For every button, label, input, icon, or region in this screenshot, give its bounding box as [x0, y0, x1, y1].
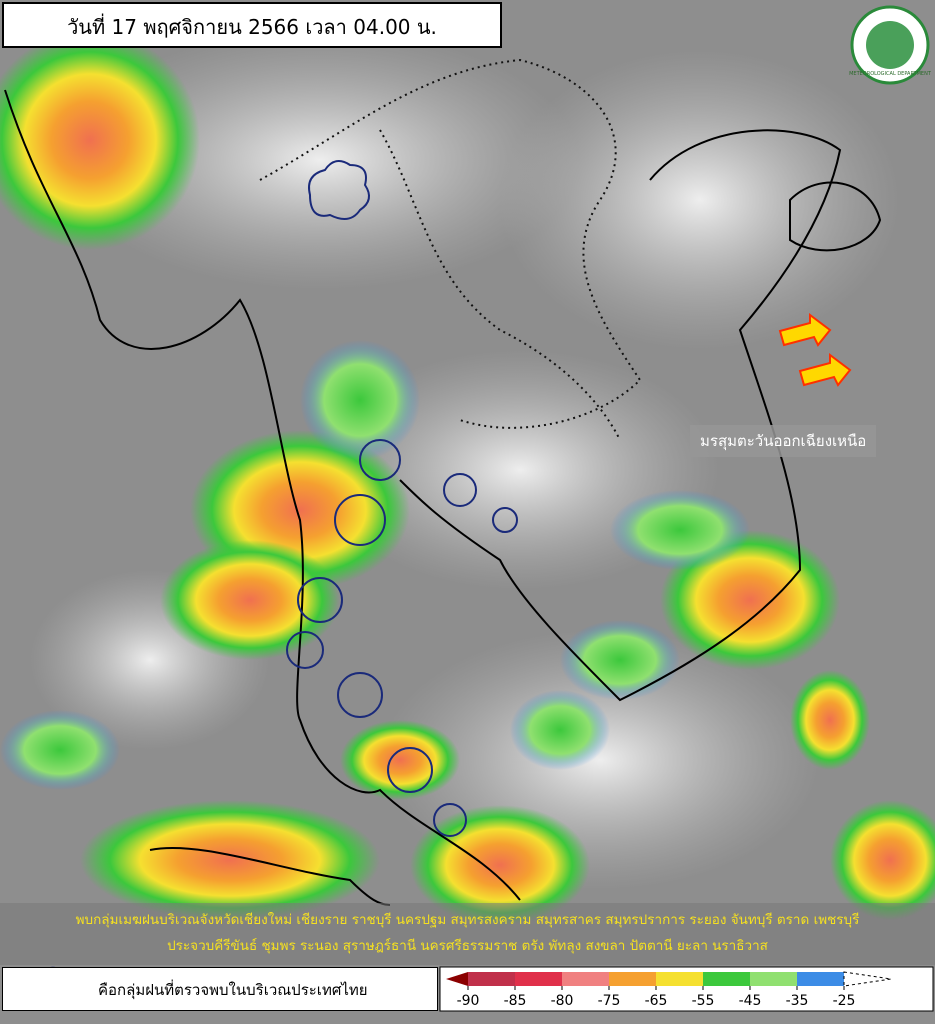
footer-line: พบกลุ่มเมฆฝนบริเวณจังหวัดเชียงใหม่ เชียง…	[75, 912, 860, 928]
colorbar-tick-label: -35	[786, 993, 809, 1009]
monsoon-label: มรสุมตะวันออกเฉียงเหนือ	[690, 425, 877, 457]
logo-text: METEOROLOGICAL DEPARTMENT	[849, 71, 932, 77]
colorbar-tick-label: -85	[504, 993, 527, 1009]
colorbar-tick-label: -90	[457, 993, 480, 1009]
legend: คือกลุ่มฝนที่ตรวจพบในบริเวณประเทศไทย	[2, 967, 438, 1011]
colorbar-cap	[843, 971, 892, 987]
colorbar-tick-label: -80	[551, 993, 574, 1009]
colorbar-tick-label: -25	[833, 993, 856, 1009]
colorbar-tick-label: -45	[739, 993, 762, 1009]
colorbar-segment	[468, 972, 515, 986]
colorbar-tick-label: -55	[692, 993, 715, 1009]
colorbar-tick-label: -75	[598, 993, 621, 1009]
logo: METEOROLOGICAL DEPARTMENT	[849, 5, 932, 85]
colorbar-segment	[656, 972, 703, 986]
coastlines	[4, 89, 882, 906]
borders	[259, 58, 642, 441]
colorbar-segment	[562, 972, 609, 986]
rain-areas	[0, 30, 935, 925]
rain-cells	[286, 160, 518, 837]
colorbar-tick-label: -65	[645, 993, 668, 1009]
colorbar-segment	[750, 972, 797, 986]
clouds	[30, 30, 900, 890]
rain-provinces: พบกลุ่มเมฆฝนบริเวณจังหวัดเชียงใหม่ เชียง…	[0, 903, 935, 965]
title: วันที่ 17 พฤศจิกายน 2566 เวลา 04.00 น.	[2, 2, 502, 48]
footer-line: ประจวบคีรีขันธ์ ชุมพร ระนอง สุราษฎร์ธานี…	[167, 938, 768, 954]
colorbar-segment	[797, 972, 844, 986]
monsoon-arrows	[778, 313, 852, 387]
colorbar-segment	[515, 972, 562, 986]
colorbar-cap	[446, 972, 468, 986]
colorbar-segment	[609, 972, 656, 986]
colorbar: -90 -85 -80 -75 -65 -55 -45 -35 -25	[439, 966, 934, 1012]
colorbar-segment	[703, 972, 750, 986]
